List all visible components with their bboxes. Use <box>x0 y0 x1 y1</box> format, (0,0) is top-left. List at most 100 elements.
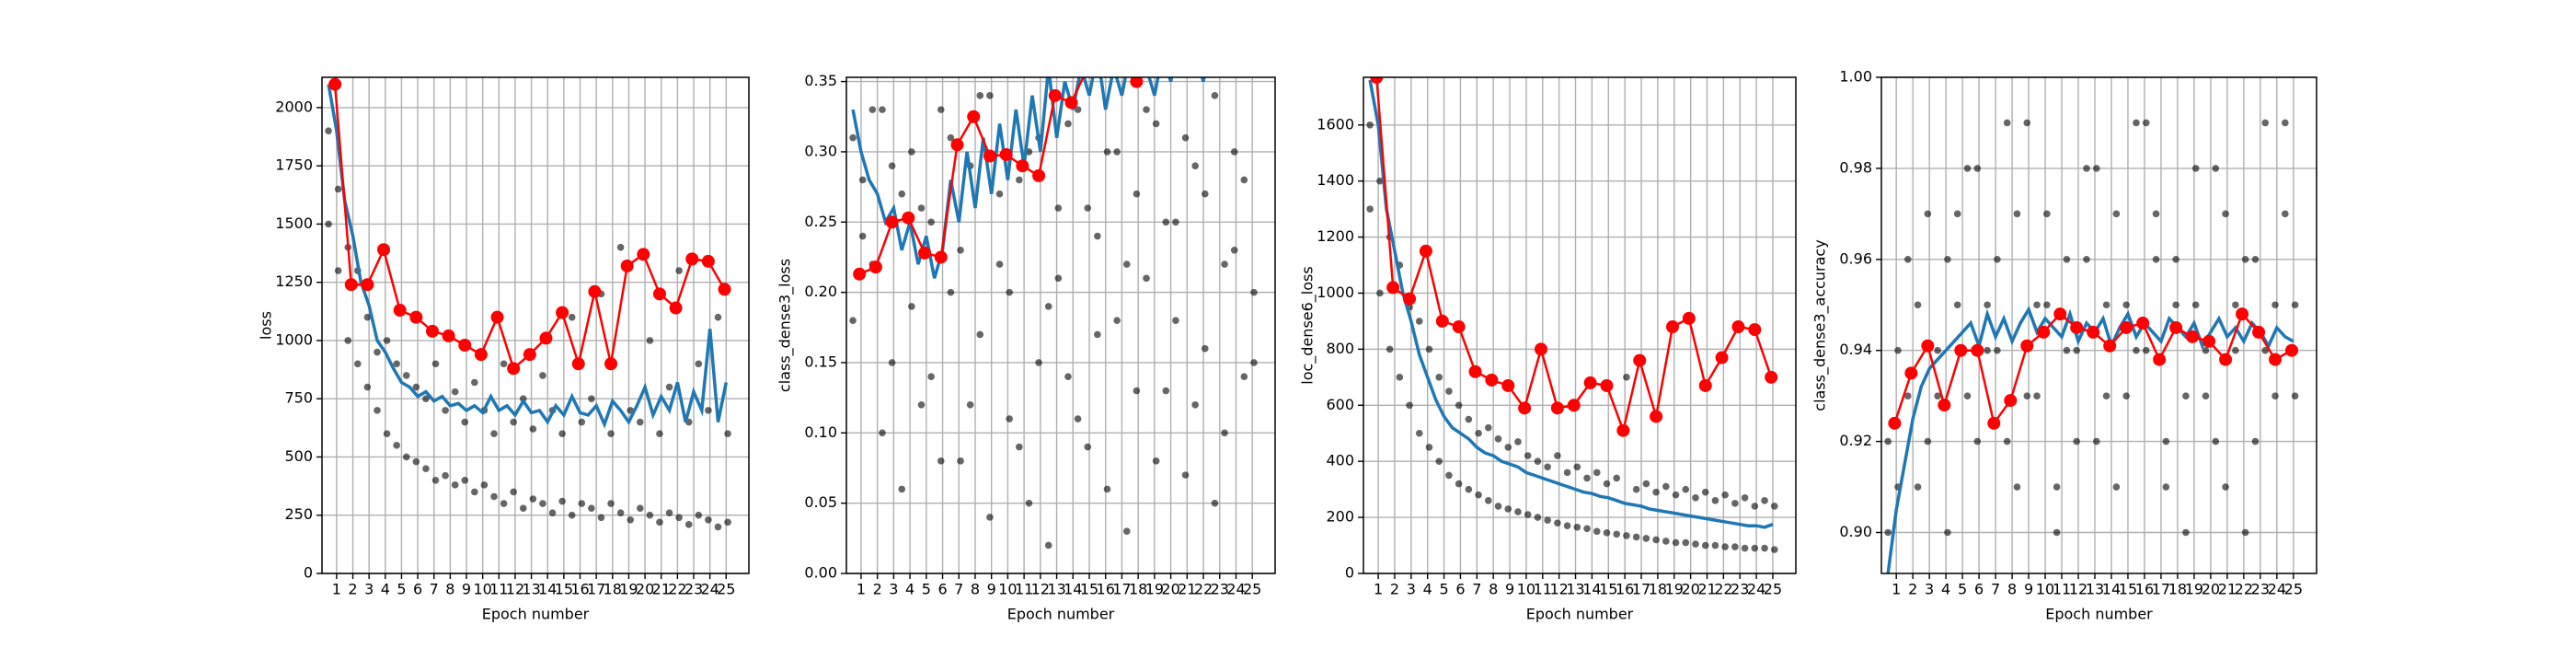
scatter-point <box>402 453 410 461</box>
scatter-point <box>402 372 410 379</box>
scatter-point <box>1701 541 1709 550</box>
scatter-point <box>383 337 391 344</box>
line-marker <box>1904 366 1918 380</box>
scatter-point <box>1250 288 1258 296</box>
scatter-point <box>2251 255 2260 263</box>
x-tick-label: 4 <box>381 581 390 598</box>
scatter-point <box>2122 301 2130 309</box>
scatter-point <box>1903 255 1912 263</box>
scatter-point <box>1435 457 1443 465</box>
line-marker <box>1485 373 1499 387</box>
scatter-point <box>714 523 722 531</box>
x-tick-label: 9 <box>462 581 471 598</box>
scatter-point <box>1094 330 1101 339</box>
scatter-point <box>1202 344 1209 353</box>
scatter-point <box>1084 204 1092 212</box>
scatter-point <box>1534 514 1542 521</box>
scatter-point <box>2191 165 2200 172</box>
scatter-point <box>1761 497 1768 504</box>
y-tick-label: 500 <box>284 447 313 465</box>
scatter-point <box>2043 301 2051 309</box>
x-tick-label: 9 <box>987 581 996 598</box>
x-tick-label: 3 <box>364 581 374 598</box>
line-marker <box>902 211 915 225</box>
y-tick-label: 0.90 <box>1839 523 1872 540</box>
y-tick-label: 1500 <box>275 214 313 232</box>
line-marker <box>1146 33 1159 46</box>
x-tick-label: 11 <box>489 581 508 598</box>
scatter-point <box>1924 210 1932 218</box>
x-tick-label: 2 <box>1390 581 1399 598</box>
line-marker <box>999 147 1013 161</box>
scatter-point <box>334 267 342 274</box>
scatter-point <box>1016 443 1023 451</box>
x-tick-label: 21 <box>2218 581 2237 598</box>
x-axis-label: Epoch number <box>482 606 590 623</box>
x-tick-label: 22 <box>668 581 686 598</box>
y-tick-label: 1400 <box>1317 171 1354 189</box>
scatter-point <box>1366 121 1374 129</box>
scatter-point <box>354 360 362 368</box>
scatter-point <box>858 176 867 184</box>
scatter-point <box>1613 530 1621 538</box>
line-marker <box>2202 334 2216 348</box>
scatter-point <box>1250 359 1258 366</box>
line-marker <box>490 310 504 324</box>
x-tick-label: 24 <box>1747 581 1765 598</box>
scatter-point <box>1944 528 1951 537</box>
scatter-point <box>607 500 615 507</box>
scatter-point <box>2063 346 2071 354</box>
scatter-point <box>1914 483 1922 491</box>
x-tick-label: 20 <box>2202 581 2220 598</box>
scatter-point <box>1514 508 1522 515</box>
scatter-point <box>1044 303 1052 310</box>
line-marker <box>620 259 634 272</box>
scatter-point <box>2053 528 2061 537</box>
scatter-point <box>1425 345 1433 353</box>
scatter-point <box>849 317 857 324</box>
line-marker <box>685 252 699 266</box>
x-tick-label: 21 <box>652 581 671 598</box>
scatter-point <box>2043 210 2051 218</box>
line-marker <box>1501 378 1515 392</box>
scatter-point <box>1642 535 1650 542</box>
x-tick-label: 23 <box>2251 581 2270 598</box>
scatter-point <box>1613 474 1621 482</box>
scatter-point <box>1731 543 1739 550</box>
scatter-point <box>1113 148 1121 156</box>
y-tick-label: 1600 <box>1317 115 1354 133</box>
x-tick-label: 13 <box>1047 581 1065 598</box>
scatter-point <box>2271 301 2279 309</box>
x-tick-label: 24 <box>700 581 719 598</box>
scatter-point <box>1534 457 1542 465</box>
scatter-point <box>2241 255 2249 263</box>
scatter-point <box>1162 387 1170 395</box>
scatter-point <box>2102 392 2110 399</box>
line-marker <box>442 329 455 342</box>
scatter-point <box>1191 162 1199 169</box>
line-marker <box>328 77 342 91</box>
y-tick-label: 750 <box>284 389 313 407</box>
x-tick-label: 15 <box>2119 581 2137 598</box>
y-tick-label: 1000 <box>1317 284 1354 301</box>
x-tick-label: 24 <box>2268 581 2286 598</box>
scatter-point <box>568 511 576 519</box>
scatter-point <box>1924 437 1932 446</box>
line-marker <box>2186 330 2200 343</box>
y-tick-label: 1000 <box>275 330 313 348</box>
scatter-point <box>947 133 955 142</box>
line-marker <box>1244 33 1257 46</box>
line-marker <box>1228 33 1241 46</box>
scatter-point <box>1162 218 1170 226</box>
scatter-point <box>2093 437 2100 446</box>
scatter-point <box>656 430 663 437</box>
scatter-point <box>1221 429 1228 437</box>
x-tick-label: 4 <box>905 581 914 598</box>
scatter-point <box>2063 255 2071 263</box>
scatter-point <box>451 481 459 489</box>
scatter-point <box>412 457 420 466</box>
scatter-point <box>431 476 440 484</box>
scatter-point <box>1415 429 1423 437</box>
x-tick-label: 6 <box>937 581 947 598</box>
